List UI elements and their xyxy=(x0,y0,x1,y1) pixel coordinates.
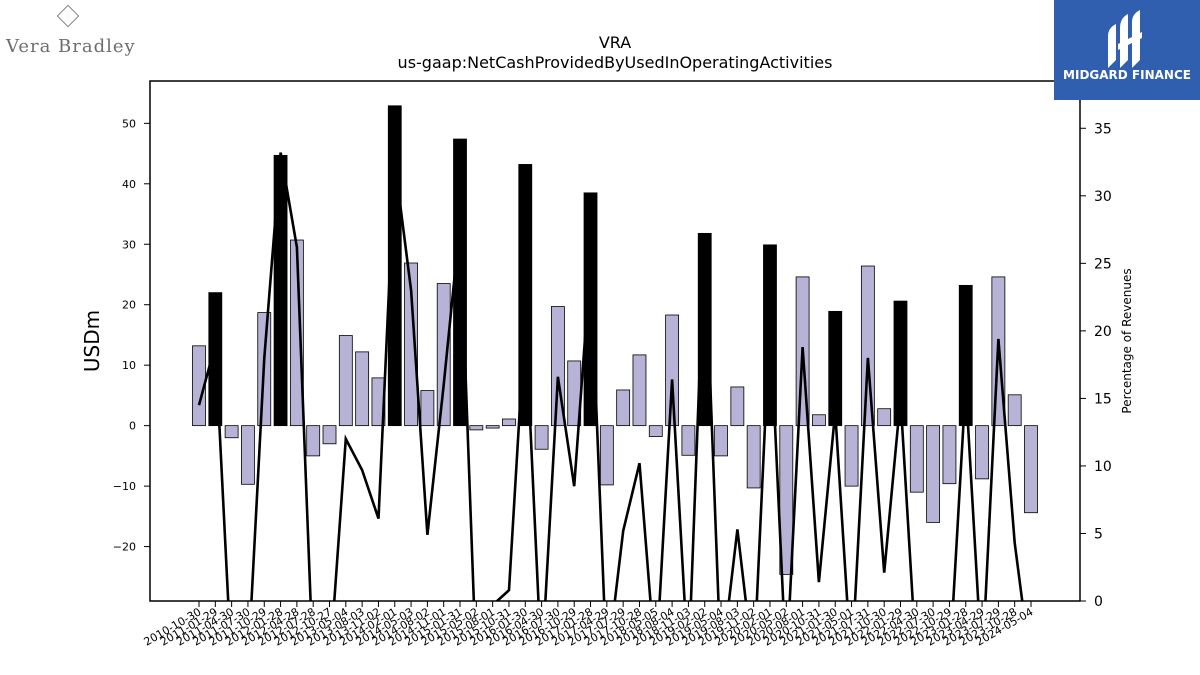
bar xyxy=(828,310,843,427)
bar xyxy=(616,389,631,427)
bar xyxy=(632,354,647,427)
bar xyxy=(958,284,973,427)
bar xyxy=(909,425,924,493)
y-axis-ticks: −20 −10 0 10 20 30 40 50 xyxy=(113,117,150,554)
y2-tick-label: 5 xyxy=(1094,526,1103,542)
y-axis-label: USDm xyxy=(80,310,104,372)
line-series xyxy=(197,152,1024,601)
percentage-line xyxy=(197,152,1024,601)
midgard-mark-icon xyxy=(1108,10,1142,68)
vera-bradley-wordmark: Vera Bradley xyxy=(6,36,136,57)
bar xyxy=(322,425,337,445)
y2-tick-label: 10 xyxy=(1094,459,1112,475)
bar xyxy=(534,425,549,450)
bar xyxy=(926,425,941,523)
bar xyxy=(812,414,826,427)
chart-subtitle: us-gaap:NetCashProvidedByUsedInOperating… xyxy=(398,53,833,72)
bar xyxy=(1024,425,1038,514)
bar xyxy=(942,425,957,485)
plot-frame xyxy=(149,80,1081,602)
bar xyxy=(697,232,712,427)
bar xyxy=(975,425,989,480)
chart-title: VRA xyxy=(599,33,631,52)
bar xyxy=(469,425,484,431)
bar xyxy=(877,408,892,427)
bar-series xyxy=(192,105,1038,575)
bar xyxy=(224,425,239,439)
bar xyxy=(404,262,418,427)
vera-bradley-logo: Vera Bradley xyxy=(6,4,135,66)
y-tick-label: −20 xyxy=(113,541,136,554)
y2-axis-ticks: 0 5 10 15 20 25 30 35 xyxy=(1080,121,1112,610)
y2-tick-label: 35 xyxy=(1094,121,1112,137)
y2-tick-label: 0 xyxy=(1094,594,1103,610)
y2-tick-label: 15 xyxy=(1094,391,1112,407)
bar xyxy=(502,418,516,427)
bar xyxy=(420,390,435,427)
bar xyxy=(306,425,321,457)
y-tick-label: 20 xyxy=(122,299,136,312)
bar xyxy=(648,425,663,437)
bar xyxy=(746,425,761,489)
midgard-finance-logo: MIDGARD FINANCE xyxy=(1054,0,1200,100)
bar xyxy=(714,425,728,457)
y-tick-label: 10 xyxy=(122,359,136,372)
y-tick-label: 40 xyxy=(122,178,136,191)
midgard-finance-wordmark: MIDGARD FINANCE xyxy=(1063,68,1191,82)
bar xyxy=(665,314,679,427)
y2-tick-label: 25 xyxy=(1094,256,1112,272)
bar xyxy=(599,425,614,486)
bar xyxy=(730,386,745,427)
y2-axis-label: Percentage of Revenues xyxy=(1120,268,1134,413)
bar xyxy=(355,351,370,427)
bar xyxy=(436,283,451,427)
x-axis-ticks: 2010-10-302011-01-292011-04-302011-07-30… xyxy=(142,601,1036,649)
y2-tick-label: 20 xyxy=(1094,324,1112,340)
y-tick-label: 30 xyxy=(122,238,136,251)
bar xyxy=(338,335,353,427)
y2-tick-label: 30 xyxy=(1094,189,1112,205)
y-tick-label: 50 xyxy=(122,117,136,130)
bar xyxy=(779,425,794,575)
bar xyxy=(681,425,696,456)
bar xyxy=(893,300,908,427)
bar xyxy=(485,425,500,429)
bar xyxy=(844,425,859,487)
y-tick-label: 0 xyxy=(129,420,136,433)
bar xyxy=(1007,394,1022,427)
y-tick-label: −10 xyxy=(113,480,136,493)
bar xyxy=(241,425,255,485)
